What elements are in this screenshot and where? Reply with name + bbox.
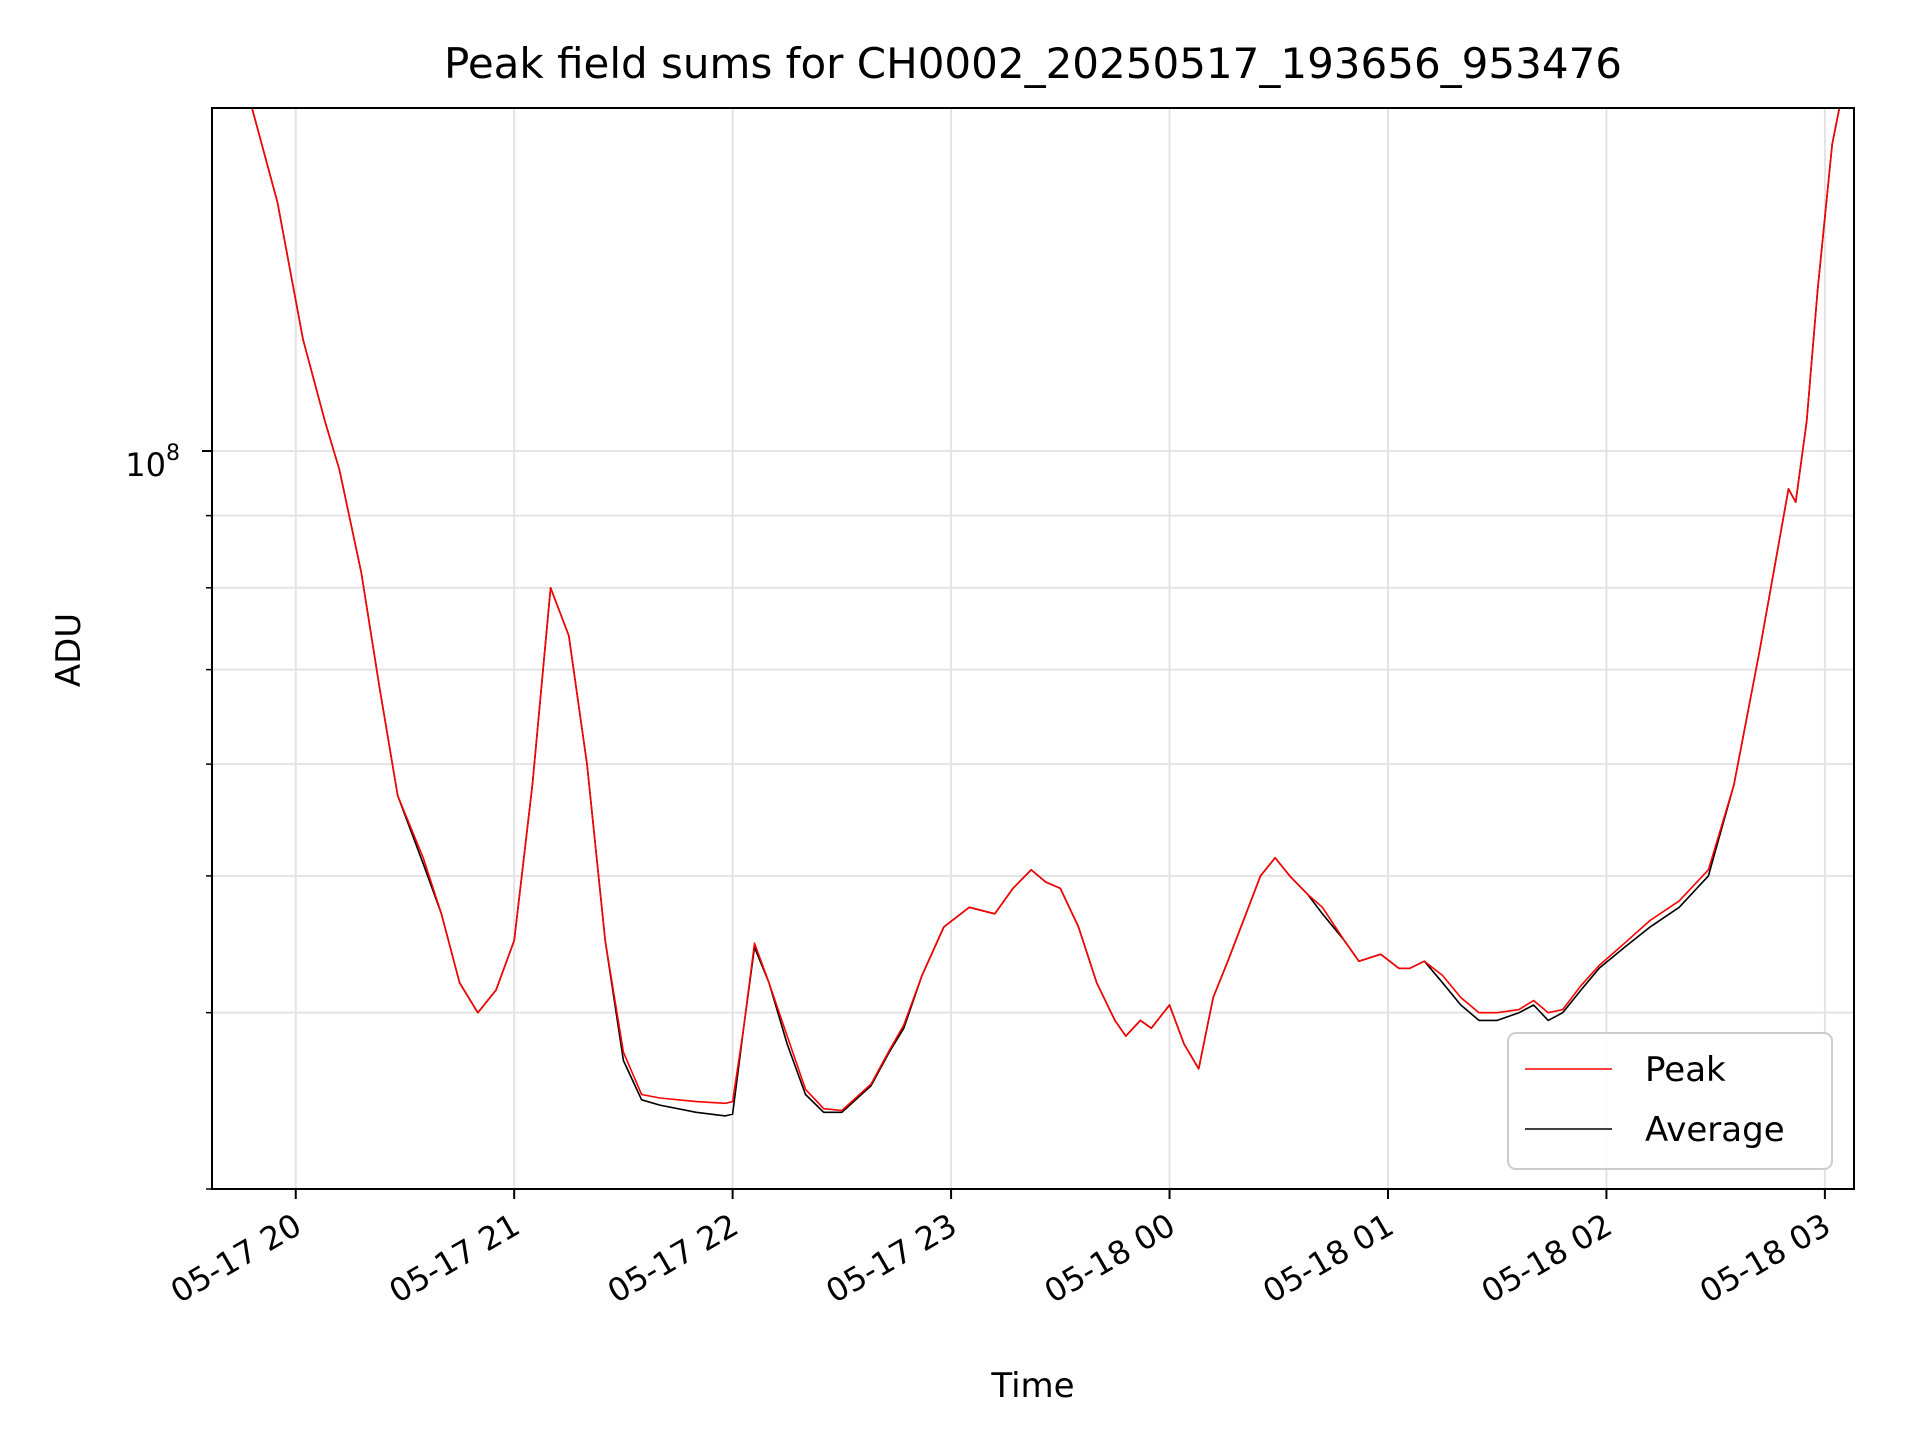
chart-title: Peak field sums for CH0002_20250517_1936… (444, 39, 1622, 88)
y-tick-base: 10 (125, 446, 166, 484)
y-tick-label-1e8: 108 (125, 441, 180, 484)
series-lines (212, 108, 1854, 1117)
legend-label-peak: Peak (1645, 1050, 1726, 1090)
x-axis-label: Time (990, 1366, 1074, 1406)
legend-box (1507, 1032, 1833, 1170)
legend: Peak Average (1507, 1032, 1833, 1170)
plot-frame (211, 107, 1855, 1190)
svg-text:108: 108 (125, 441, 180, 484)
legend-label-average: Average (1645, 1110, 1785, 1150)
y-axis-label: ADU (49, 613, 89, 687)
series-line-peak (212, 108, 1854, 1112)
y-tick-exponent: 8 (166, 441, 180, 466)
